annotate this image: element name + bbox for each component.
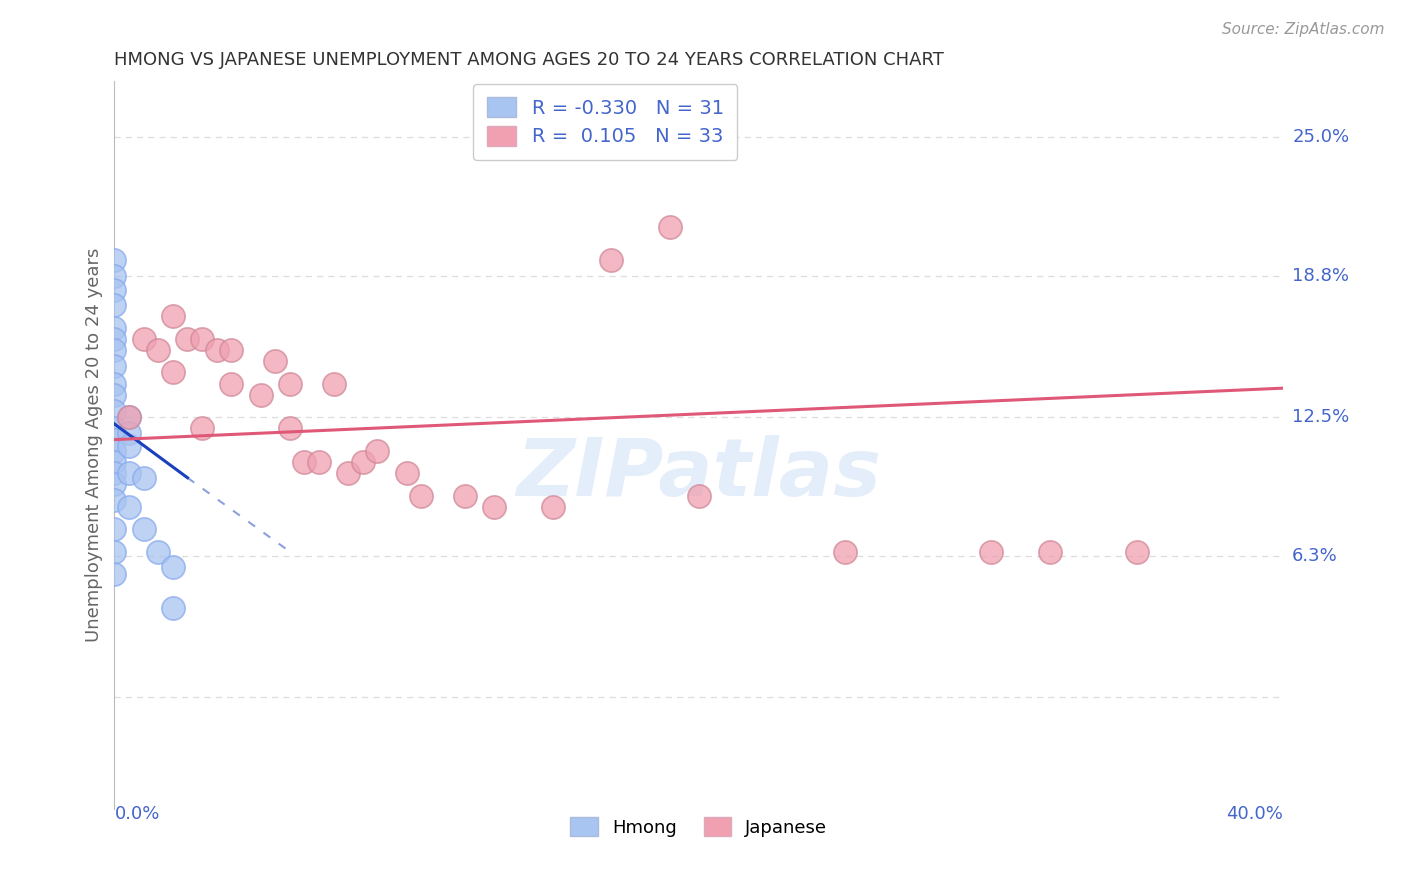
Point [278, 421, 301, 435]
Point [132, 471, 155, 485]
Point [103, 253, 125, 268]
Point [205, 343, 228, 357]
Point [103, 477, 125, 491]
Point [278, 376, 301, 391]
Point [118, 425, 141, 440]
Point [249, 388, 271, 402]
Text: 40.0%: 40.0% [1226, 805, 1284, 822]
Text: ZIPatlas: ZIPatlas [516, 435, 882, 514]
Point [411, 489, 433, 503]
Point [658, 219, 681, 234]
Point [103, 376, 125, 391]
Point [337, 467, 360, 481]
Point [541, 500, 564, 514]
Point [132, 332, 155, 346]
Point [103, 388, 125, 402]
Point [834, 544, 856, 558]
Point [162, 310, 184, 324]
Point [395, 467, 418, 481]
Point [103, 343, 125, 357]
Point [103, 359, 125, 373]
Point [103, 403, 125, 417]
Text: 0.0%: 0.0% [114, 805, 160, 822]
Point [191, 332, 214, 346]
Point [103, 433, 125, 447]
Point [688, 489, 710, 503]
Point [191, 421, 214, 435]
Point [1126, 544, 1149, 558]
Point [103, 421, 125, 435]
Text: 12.5%: 12.5% [1292, 409, 1350, 426]
Point [103, 283, 125, 297]
Text: Source: ZipAtlas.com: Source: ZipAtlas.com [1222, 22, 1385, 37]
Point [322, 376, 344, 391]
Text: 6.3%: 6.3% [1292, 547, 1339, 566]
Point [118, 410, 141, 425]
Point [352, 455, 374, 469]
Point [103, 455, 125, 469]
Point [103, 298, 125, 312]
Point [103, 493, 125, 508]
Point [600, 253, 623, 268]
Point [1039, 544, 1062, 558]
Legend: Hmong, Japanese: Hmong, Japanese [564, 810, 835, 844]
Point [148, 343, 170, 357]
Point [454, 489, 477, 503]
Point [484, 500, 506, 514]
Text: 25.0%: 25.0% [1292, 128, 1350, 146]
Point [103, 320, 125, 334]
Point [980, 544, 1002, 558]
Point [118, 439, 141, 453]
Point [162, 560, 184, 574]
Text: HMONG VS JAPANESE UNEMPLOYMENT AMONG AGES 20 TO 24 YEARS CORRELATION CHART: HMONG VS JAPANESE UNEMPLOYMENT AMONG AGE… [114, 51, 945, 69]
Point [103, 269, 125, 284]
Point [148, 544, 170, 558]
Point [103, 522, 125, 536]
Point [118, 500, 141, 514]
Point [132, 522, 155, 536]
Point [103, 443, 125, 458]
Point [292, 455, 315, 469]
Y-axis label: Unemployment Among Ages 20 to 24 years: Unemployment Among Ages 20 to 24 years [86, 248, 103, 642]
Point [308, 455, 330, 469]
Point [103, 467, 125, 481]
Point [162, 600, 184, 615]
Point [176, 332, 198, 346]
Point [103, 332, 125, 346]
Point [118, 467, 141, 481]
Point [103, 544, 125, 558]
Point [221, 343, 243, 357]
Point [221, 376, 243, 391]
Point [366, 443, 388, 458]
Text: 18.8%: 18.8% [1292, 268, 1350, 285]
Point [264, 354, 287, 368]
Point [103, 567, 125, 582]
Point [162, 366, 184, 380]
Point [118, 410, 141, 425]
